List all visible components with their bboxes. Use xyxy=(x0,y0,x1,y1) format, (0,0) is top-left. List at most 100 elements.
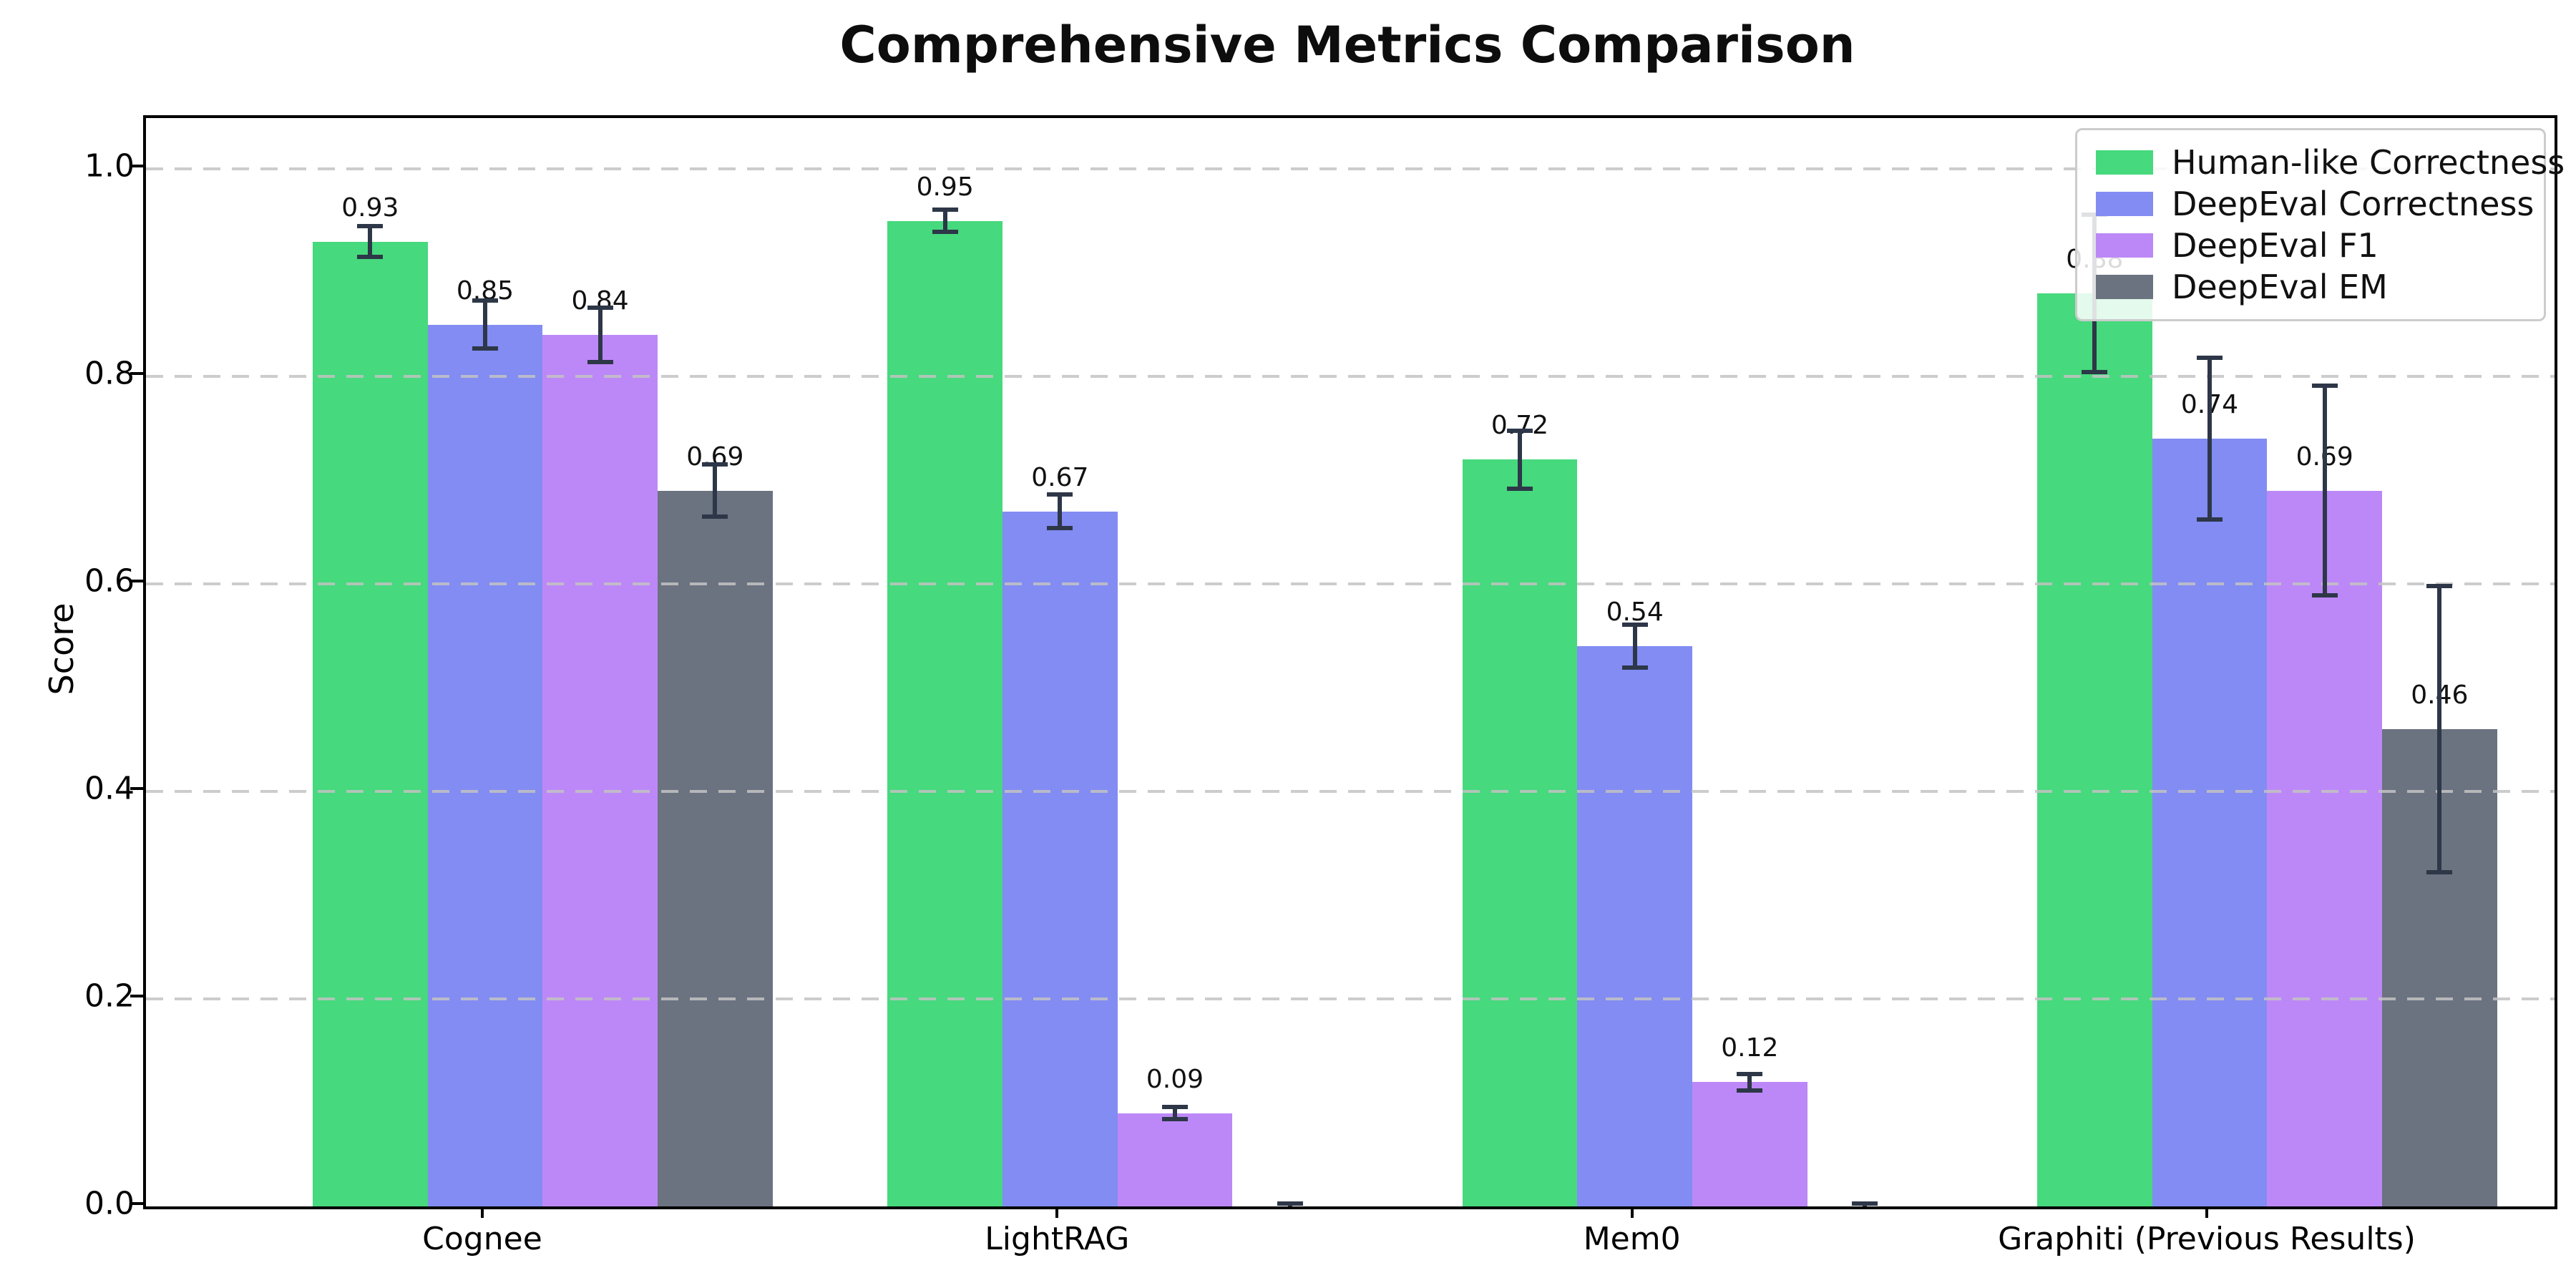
error-bar-cap xyxy=(1621,622,1648,627)
error-bar-cap xyxy=(1737,1071,1763,1076)
error-bar-cap xyxy=(1161,1104,1188,1109)
plot-area: 0.930.950.720.880.850.670.540.740.840.09… xyxy=(143,115,2565,1209)
legend-row: DeepEval EM xyxy=(2096,266,2525,308)
bar-value-label: 0.09 xyxy=(1146,1064,1204,1094)
y-tick-mark xyxy=(130,995,143,997)
error-bar xyxy=(942,207,947,235)
bar-deepeval-correctness xyxy=(427,324,543,1206)
bar-deepeval-correctness xyxy=(2152,439,2268,1206)
error-bar-cap xyxy=(932,230,958,235)
error-bar-cap xyxy=(472,298,498,303)
y-tick-mark xyxy=(130,372,143,375)
bar-deepeval-f1 xyxy=(1117,1113,1233,1206)
error-bar-cap xyxy=(1161,1117,1188,1122)
legend-swatch xyxy=(2096,150,2153,175)
bar-deepeval-f1 xyxy=(542,335,658,1206)
y-tick-mark xyxy=(130,787,143,790)
error-bar-cap xyxy=(1047,492,1073,497)
legend-label: DeepEval Correctness xyxy=(2172,185,2534,223)
y-tick-label: 0.2 xyxy=(84,977,135,1015)
error-bar-cap xyxy=(932,207,958,212)
y-tick-mark xyxy=(130,580,143,582)
error-bar-cap xyxy=(1506,486,1533,491)
error-bar-cap xyxy=(1851,1201,1878,1206)
legend-swatch xyxy=(2096,192,2153,216)
y-tick-mark xyxy=(130,165,143,167)
error-bar xyxy=(1632,622,1637,670)
bar-value-label: 0.93 xyxy=(341,192,399,223)
error-bar xyxy=(1058,492,1063,530)
error-bar-cap xyxy=(2311,384,2338,389)
legend: Human-like Correctness DeepEval Correctne… xyxy=(2075,128,2565,321)
bar-value-label: 0.54 xyxy=(1606,597,1664,627)
bar-human-like-correctness xyxy=(1462,459,1578,1206)
bar-deepeval-em xyxy=(657,490,773,1206)
y-tick-mark xyxy=(130,1202,143,1205)
legend-label: DeepEval EM xyxy=(2172,268,2388,306)
error-bar-cap xyxy=(357,255,384,260)
x-tick-mark xyxy=(1630,1206,1634,1218)
error-bar-cap xyxy=(587,306,613,311)
y-tick-label: 1.0 xyxy=(84,147,135,185)
y-tick-label: 0.8 xyxy=(84,355,135,392)
error-bar-cap xyxy=(1737,1088,1763,1093)
y-tick-label: 0.4 xyxy=(84,770,135,807)
gridline xyxy=(146,167,2555,170)
error-bar-cap xyxy=(2311,592,2338,597)
error-bar-cap xyxy=(2196,517,2223,522)
bar-human-like-correctness xyxy=(887,220,1002,1206)
error-bar-cap xyxy=(472,346,498,351)
error-bar xyxy=(713,462,718,519)
y-tick-label: 0.0 xyxy=(84,1185,135,1222)
error-bar-cap xyxy=(1047,525,1073,530)
error-bar-cap xyxy=(702,514,728,519)
legend-swatch xyxy=(2096,275,2153,299)
y-tick-label: 0.6 xyxy=(84,562,135,600)
bar-deepeval-f1 xyxy=(1692,1082,1807,1206)
legend-row: Human-like Correctness xyxy=(2096,142,2565,183)
gridline xyxy=(146,790,2555,793)
x-category-label: LightRAG xyxy=(985,1221,1130,1257)
y-axis-title: Score xyxy=(42,602,81,696)
error-bar-cap xyxy=(357,223,384,228)
bar-deepeval-f1 xyxy=(2267,490,2382,1206)
error-bar xyxy=(1517,428,1522,491)
x-category-label: Graphiti (Previous Results) xyxy=(1998,1221,2416,1257)
error-bar xyxy=(597,306,602,364)
bar-value-label: 0.12 xyxy=(1721,1033,1779,1063)
error-bar-cap xyxy=(587,359,613,364)
error-bar xyxy=(2322,384,2327,597)
legend-row: DeepEval Correctness xyxy=(2096,183,2534,225)
error-bar-cap xyxy=(1277,1201,1303,1206)
bar-deepeval-correctness xyxy=(1577,646,1692,1206)
error-bar xyxy=(368,223,373,260)
error-bar-cap xyxy=(1621,665,1648,670)
error-bar xyxy=(1747,1071,1752,1093)
legend-label: Human-like Correctness xyxy=(2172,143,2565,182)
legend-row: DeepEval F1 xyxy=(2096,225,2525,266)
legend-label: DeepEval F1 xyxy=(2172,226,2379,265)
legend-swatch xyxy=(2096,233,2153,258)
error-bar xyxy=(482,298,487,351)
error-bar xyxy=(2207,356,2212,522)
error-bar-cap xyxy=(2196,356,2223,360)
error-bar-cap xyxy=(2426,870,2453,874)
x-tick-mark xyxy=(1055,1206,1059,1218)
error-bar-cap xyxy=(2082,370,2108,375)
x-tick-mark xyxy=(480,1206,484,1218)
x-category-label: Cognee xyxy=(422,1221,542,1257)
chart-title: Comprehensive Metrics Comparison xyxy=(839,16,1855,74)
bar-value-label: 0.67 xyxy=(1031,462,1089,492)
error-bar xyxy=(1172,1104,1177,1122)
gridline xyxy=(146,375,2555,378)
error-bar xyxy=(2437,584,2442,874)
error-bar-cap xyxy=(1506,428,1533,433)
bar-human-like-correctness xyxy=(312,241,428,1206)
x-tick-mark xyxy=(2205,1206,2208,1218)
gridline xyxy=(146,997,2555,1000)
gridline xyxy=(146,582,2555,585)
error-bar-cap xyxy=(2426,584,2453,588)
error-bar-cap xyxy=(702,462,728,467)
x-category-label: Mem0 xyxy=(1583,1221,1681,1257)
